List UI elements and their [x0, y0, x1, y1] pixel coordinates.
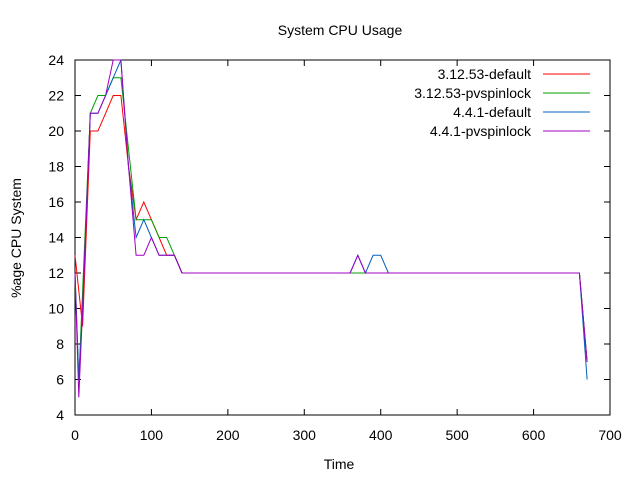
x-tick-label: 700 — [598, 427, 622, 443]
x-tick-label: 0 — [71, 427, 79, 443]
y-tick-label: 24 — [48, 52, 64, 68]
y-axis-label: %age CPU System — [8, 178, 24, 298]
y-tick-label: 6 — [56, 372, 64, 388]
x-tick-label: 600 — [522, 427, 546, 443]
legend-label: 3.12.53-pvspinlock — [414, 85, 532, 101]
y-tick-label: 12 — [48, 265, 64, 281]
y-tick-label: 8 — [56, 336, 64, 352]
series-line-4-4-1-pvspinlock — [74, 59, 588, 398]
x-axis-ticks: 0 100 200 300 400 500 600 700 — [71, 60, 622, 443]
x-tick-label: 400 — [369, 427, 393, 443]
legend-label: 4.4.1-default — [453, 104, 531, 120]
x-axis-label: Time — [324, 456, 355, 472]
legend-label: 3.12.53-default — [438, 66, 532, 82]
x-tick-label: 100 — [140, 427, 164, 443]
y-tick-label: 22 — [48, 88, 64, 104]
y-tick-label: 4 — [56, 407, 64, 423]
y-tick-label: 10 — [48, 301, 64, 317]
y-tick-label: 16 — [48, 194, 64, 210]
legend-label: 4.4.1-pvspinlock — [430, 123, 532, 139]
chart-title: System CPU Usage — [278, 22, 403, 38]
x-tick-label: 200 — [216, 427, 240, 443]
x-tick-label: 300 — [293, 427, 317, 443]
y-tick-label: 20 — [48, 123, 64, 139]
legend: 3.12.53-default 3.12.53-pvspinlock 4.4.1-d… — [414, 66, 590, 139]
series-lines — [74, 59, 588, 398]
y-tick-label: 18 — [48, 159, 64, 175]
x-tick-label: 500 — [445, 427, 469, 443]
y-tick-label: 14 — [48, 230, 64, 246]
